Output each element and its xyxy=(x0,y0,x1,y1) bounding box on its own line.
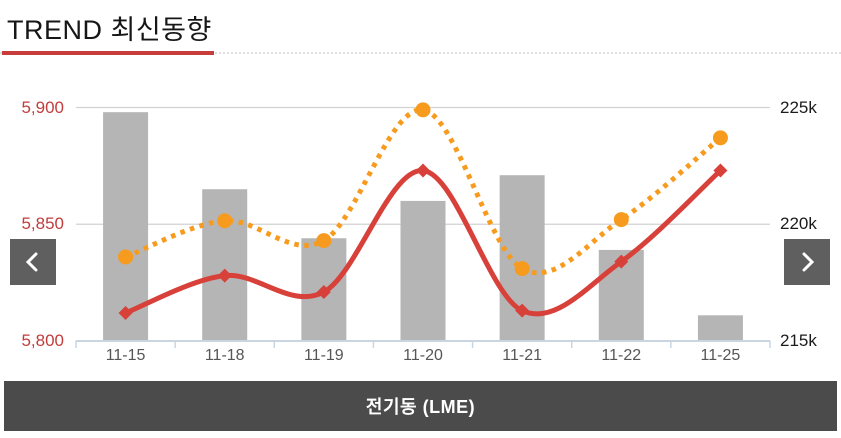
bar-11-15 xyxy=(103,112,149,341)
x-axis-label-11-20: 11-20 xyxy=(403,347,443,364)
left-axis-tick-5,900: 5,900 xyxy=(21,97,64,117)
bar-11-20 xyxy=(400,200,446,341)
diamond-marker-11-18 xyxy=(217,268,232,283)
title-underline-dotted xyxy=(0,52,841,54)
prev-button[interactable] xyxy=(10,239,56,285)
diamond-marker-11-25 xyxy=(713,163,728,178)
diamond-marker-11-22 xyxy=(614,254,629,269)
circle-marker-11-18 xyxy=(217,213,233,229)
circle-marker-11-15 xyxy=(118,249,134,265)
right-axis-tick-215k: 215k xyxy=(780,331,817,350)
circle-marker-11-25 xyxy=(712,130,728,146)
x-axis-label-11-19: 11-19 xyxy=(303,347,344,364)
chart-series-bar: 전기동 (LME) xyxy=(4,381,837,431)
right-axis-tick-225k: 225k xyxy=(780,97,817,117)
diamond-marker-11-15 xyxy=(118,305,133,320)
bar-11-25 xyxy=(697,315,743,341)
diamond-marker-11-20 xyxy=(416,163,430,178)
next-button[interactable] xyxy=(784,239,830,285)
x-axis-label-11-22: 11-22 xyxy=(601,347,642,364)
chart-series-label: 전기동 (LME) xyxy=(365,397,476,417)
chevron-right-icon xyxy=(802,252,815,272)
left-axis-tick-5,850: 5,850 xyxy=(21,214,64,234)
circle-marker-11-21 xyxy=(514,261,530,277)
x-axis-label-11-21: 11-21 xyxy=(502,347,542,364)
bar-11-18 xyxy=(202,189,248,341)
left-axis-tick-5,800: 5,800 xyxy=(21,331,64,350)
x-axis-label-11-18: 11-18 xyxy=(204,347,245,364)
title-underline xyxy=(0,51,841,57)
chevron-left-icon xyxy=(25,252,38,272)
x-axis-label-11-15: 11-15 xyxy=(105,347,146,364)
right-axis-tick-220k: 220k xyxy=(780,214,817,234)
circle-marker-11-22 xyxy=(613,212,629,228)
title-underline-accent xyxy=(2,51,214,55)
diamond-marker-11-19 xyxy=(316,284,331,299)
diamond-marker-11-21 xyxy=(515,303,530,318)
circle-marker-11-20 xyxy=(415,102,431,118)
page-title: TREND 최신동향 xyxy=(7,15,212,45)
circle-marker-11-19 xyxy=(316,233,332,249)
x-axis-label-11-25: 11-25 xyxy=(700,347,741,364)
